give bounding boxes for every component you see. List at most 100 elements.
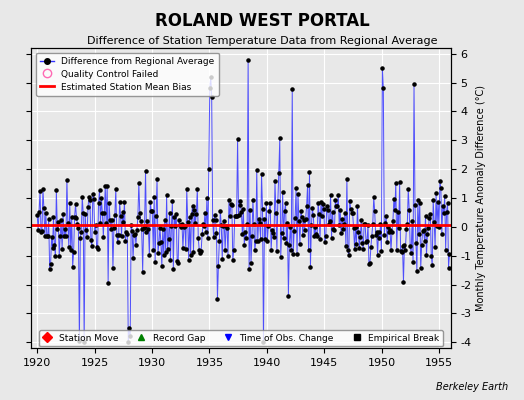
Point [121, 237, 129, 244]
Point [276, 135, 284, 142]
Point [114, 239, 122, 245]
Point [124, 339, 133, 346]
Point [373, 229, 381, 235]
Point [196, 250, 204, 256]
Point [405, 207, 413, 214]
Point [265, 208, 274, 214]
Point [197, 248, 205, 254]
Point [88, 243, 96, 249]
Point [311, 224, 320, 230]
Point [434, 198, 442, 205]
Point [169, 266, 178, 272]
Point [82, 227, 90, 233]
Point [257, 171, 266, 178]
Point [102, 220, 111, 226]
Point [139, 225, 148, 231]
Point [351, 224, 359, 230]
Point [182, 246, 190, 252]
Point [245, 266, 253, 272]
Point [134, 214, 142, 220]
Point [442, 208, 451, 215]
Point [144, 226, 152, 232]
Point [319, 201, 327, 208]
Point [444, 264, 453, 271]
Point [267, 247, 275, 254]
Point [280, 208, 289, 214]
Point [314, 200, 322, 206]
Point [390, 196, 398, 202]
Point [130, 232, 138, 239]
Point [103, 183, 112, 189]
Point [193, 186, 202, 192]
Point [306, 264, 314, 270]
Point [440, 210, 448, 216]
Point [47, 234, 56, 240]
Point [419, 228, 427, 234]
Point [90, 196, 98, 202]
Point [222, 223, 230, 229]
Point [367, 244, 375, 250]
Point [252, 238, 260, 244]
Point [155, 240, 163, 246]
Point [359, 246, 367, 252]
Point [233, 213, 241, 219]
Point [300, 227, 309, 234]
Point [203, 195, 211, 202]
Point [91, 229, 99, 236]
Point [92, 244, 101, 250]
Point [250, 246, 259, 253]
Point [317, 199, 325, 205]
Point [368, 233, 376, 239]
Point [89, 191, 97, 198]
Point [342, 242, 350, 249]
Point [153, 176, 161, 182]
Point [143, 229, 151, 236]
Point [52, 187, 61, 193]
Point [73, 221, 82, 227]
Point [145, 252, 154, 258]
Point [256, 236, 265, 242]
Point [432, 190, 440, 196]
Point [67, 247, 75, 253]
Point [195, 247, 203, 253]
Point [247, 260, 255, 266]
Point [161, 249, 170, 255]
Point [344, 247, 352, 254]
Point [328, 235, 336, 241]
Point [213, 296, 222, 302]
Point [167, 223, 176, 230]
Point [201, 210, 209, 216]
Point [85, 194, 93, 200]
Point [348, 210, 357, 217]
Point [106, 217, 114, 224]
Point [218, 256, 226, 262]
Point [71, 201, 80, 208]
Point [165, 209, 173, 216]
Point [210, 233, 218, 240]
Point [315, 211, 323, 218]
Point [241, 229, 249, 235]
Point [377, 248, 386, 254]
Point [154, 250, 162, 256]
Point [217, 222, 225, 229]
Point [278, 189, 287, 196]
Point [81, 210, 89, 217]
Point [323, 206, 332, 213]
Point [182, 186, 191, 193]
Point [214, 262, 223, 269]
Point [183, 218, 192, 225]
Point [136, 210, 144, 216]
Point [266, 200, 275, 206]
Point [242, 234, 250, 241]
Point [43, 232, 52, 239]
Point [329, 226, 337, 232]
Point [97, 195, 106, 202]
Point [334, 192, 343, 198]
Point [178, 221, 186, 228]
Point [58, 246, 67, 253]
Point [233, 136, 242, 142]
Point [101, 183, 110, 190]
Point [255, 220, 264, 226]
Point [187, 252, 195, 258]
Point [51, 253, 60, 260]
